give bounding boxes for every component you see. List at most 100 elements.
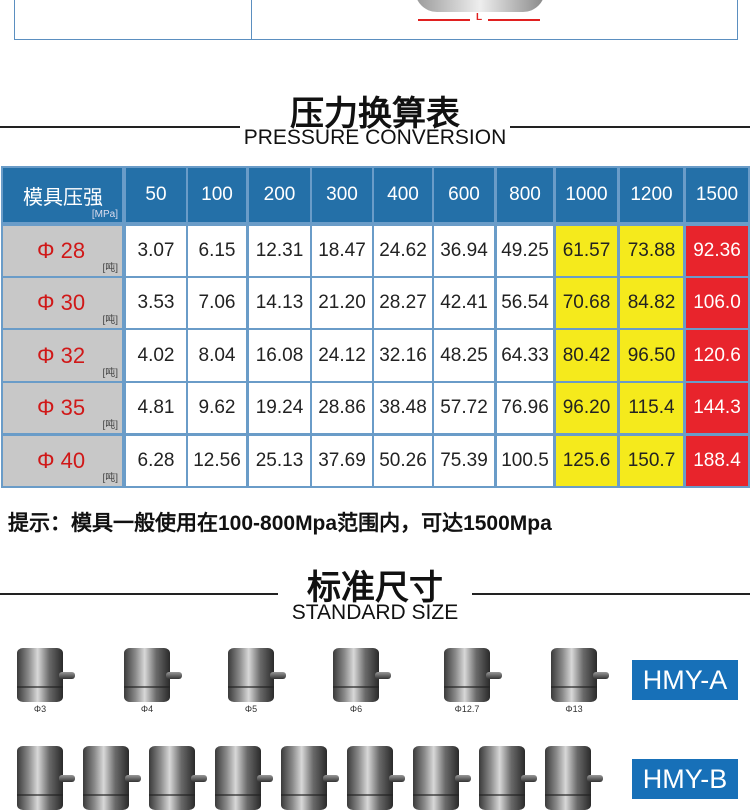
corner-unit: [MPa] xyxy=(91,209,118,220)
table-cell: 28.27 xyxy=(374,278,432,328)
table-cell: 9.62 xyxy=(188,383,246,433)
column-header: 50 xyxy=(126,168,186,222)
table-cell: 32.16 xyxy=(374,330,432,381)
table-cell: 64.33 xyxy=(497,330,553,381)
hmy-b-die xyxy=(83,746,129,810)
table-cell: 16.08 xyxy=(249,330,310,381)
table-cell: 115.4 xyxy=(620,383,683,433)
column-header: 300 xyxy=(312,168,372,222)
table-cell: 19.24 xyxy=(249,383,310,433)
hmy-b-die xyxy=(479,746,525,810)
row-label-text: Φ 30 xyxy=(37,290,86,315)
hmy-b-die xyxy=(347,746,393,810)
column-header: 1000 xyxy=(556,168,617,222)
row-label-text: Φ 28 xyxy=(37,238,86,263)
table-cell: 6.28 xyxy=(126,436,186,486)
divider xyxy=(472,593,750,595)
column-header: 600 xyxy=(434,168,494,222)
die-pin xyxy=(125,774,141,782)
table-cell: 75.39 xyxy=(434,436,494,486)
die-pin xyxy=(389,774,405,782)
column-header: 100 xyxy=(188,168,246,222)
hmy-a-die xyxy=(17,648,63,702)
hmy-b-die xyxy=(149,746,195,810)
hmy-b-die xyxy=(281,746,327,810)
hmy-b-die xyxy=(413,746,459,810)
die-size-label: Φ5 xyxy=(244,704,258,714)
divider xyxy=(510,126,750,128)
table-cell: 96.20 xyxy=(556,383,617,433)
table-cell: 38.48 xyxy=(374,383,432,433)
spec-divider xyxy=(251,0,252,40)
row-unit: [吨] xyxy=(102,420,118,431)
table-cell: 92.36 xyxy=(686,226,748,276)
table-cell: 106.0 xyxy=(686,278,748,328)
table-cell: 36.94 xyxy=(434,226,494,276)
table-cell: 24.62 xyxy=(374,226,432,276)
table-cell: 24.12 xyxy=(312,330,372,381)
row-label: Φ 28 [吨] xyxy=(3,226,122,276)
standard-title-cn: 标准尺寸 xyxy=(307,569,443,607)
die-pin xyxy=(521,774,537,782)
hmy-b-die xyxy=(17,746,63,810)
table-cell: 8.04 xyxy=(188,330,246,381)
table-cell: 21.20 xyxy=(312,278,372,328)
hmy-b-die xyxy=(215,746,261,810)
table-cell: 144.3 xyxy=(686,383,748,433)
row-label-text: Φ 32 xyxy=(37,342,86,368)
die-size-label: Φ4 xyxy=(140,704,154,714)
table-cell: 12.31 xyxy=(249,226,310,276)
table-cell: 188.4 xyxy=(686,436,748,486)
table-cell: 50.26 xyxy=(374,436,432,486)
hmy-a-die xyxy=(444,648,490,702)
column-header: 1200 xyxy=(620,168,683,222)
hmy-a-badge: HMY-A xyxy=(632,660,738,700)
die-pin xyxy=(593,672,609,680)
table-cell: 61.57 xyxy=(556,226,617,276)
divider xyxy=(0,593,278,595)
hmy-a-die xyxy=(228,648,274,702)
table-cell: 84.82 xyxy=(620,278,683,328)
table-cell: 57.72 xyxy=(434,383,494,433)
table-cell: 150.7 xyxy=(620,436,683,486)
die-image xyxy=(415,0,545,12)
table-cell: 120.6 xyxy=(686,330,748,381)
column-header: 800 xyxy=(497,168,553,222)
row-label: Φ 35 [吨] xyxy=(3,383,122,433)
column-header: 400 xyxy=(374,168,432,222)
table-cell: 100.5 xyxy=(497,436,553,486)
die-pin xyxy=(59,774,75,782)
corner-header: 模具压强 [MPa] xyxy=(3,168,122,222)
table-cell: 4.81 xyxy=(126,383,186,433)
row-unit: [吨] xyxy=(102,263,118,274)
divider xyxy=(0,126,240,128)
table-cell: 42.41 xyxy=(434,278,494,328)
die-pin xyxy=(257,774,273,782)
table-cell: 4.02 xyxy=(126,330,186,381)
table-cell: 7.06 xyxy=(188,278,246,328)
row-label-text: Φ 40 xyxy=(37,448,86,473)
corner-label: 模具压强 xyxy=(23,186,103,209)
hmy-a-die xyxy=(333,648,379,702)
row-label: Φ 40 [吨] xyxy=(3,436,122,486)
hmy-b-die xyxy=(545,746,591,810)
table-cell: 37.69 xyxy=(312,436,372,486)
row-label: Φ 32 [吨] xyxy=(3,330,122,381)
die-pin xyxy=(323,774,339,782)
die-pin xyxy=(375,672,391,680)
table-cell: 28.86 xyxy=(312,383,372,433)
table-cell: 14.13 xyxy=(249,278,310,328)
hmy-a-die xyxy=(124,648,170,702)
table-cell: 3.07 xyxy=(126,226,186,276)
row-unit: [吨] xyxy=(102,368,118,379)
table-cell: 70.68 xyxy=(556,278,617,328)
die-size-label: Φ12.7 xyxy=(454,704,480,714)
table-cell: 25.13 xyxy=(249,436,310,486)
dimension-label: L xyxy=(476,12,483,23)
tip-text: 提示：模具一般使用在100-800Mpa范围内，可达1500Mpa xyxy=(8,512,552,535)
table-cell: 73.88 xyxy=(620,226,683,276)
table-cell: 6.15 xyxy=(188,226,246,276)
table-cell: 80.42 xyxy=(556,330,617,381)
row-unit: [吨] xyxy=(102,315,118,326)
hmy-a-die xyxy=(551,648,597,702)
